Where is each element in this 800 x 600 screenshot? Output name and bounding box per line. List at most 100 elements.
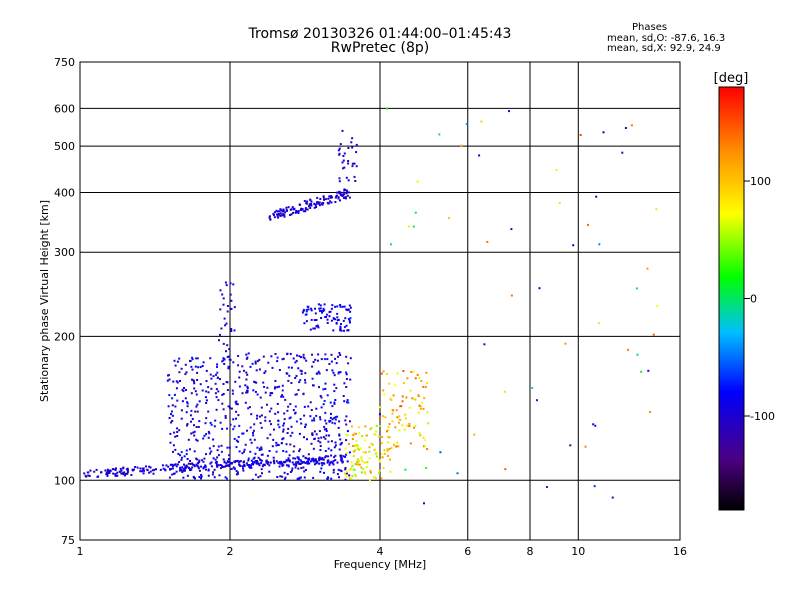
data-point [592, 423, 595, 426]
data-point [330, 319, 333, 322]
data-point [558, 202, 561, 204]
data-point [342, 167, 345, 170]
data-point [597, 322, 600, 325]
data-point [213, 476, 216, 479]
data-point [336, 415, 339, 418]
data-point [406, 424, 409, 427]
data-point [376, 455, 378, 458]
data-point [309, 198, 312, 201]
data-point [375, 424, 378, 427]
data-point [385, 373, 388, 376]
data-point [294, 377, 297, 379]
data-point [346, 194, 349, 197]
data-point [134, 466, 137, 468]
data-point [254, 460, 257, 463]
data-point [190, 392, 193, 395]
data-point [319, 307, 322, 310]
data-point [96, 475, 99, 478]
data-point [328, 419, 331, 422]
data-point [215, 462, 218, 465]
data-point [400, 405, 403, 408]
data-point [300, 467, 303, 470]
data-point [348, 468, 351, 471]
data-point [225, 284, 228, 287]
data-point [184, 397, 187, 400]
data-point [409, 389, 412, 392]
y-tick-label: 200 [54, 330, 75, 343]
data-point [235, 410, 238, 413]
data-point [115, 467, 117, 470]
data-point [384, 416, 387, 419]
data-point [258, 464, 261, 467]
data-point [308, 462, 311, 465]
data-point [306, 305, 309, 308]
data-point [178, 461, 181, 463]
data-point [116, 474, 119, 477]
data-point [250, 464, 252, 467]
data-point [205, 402, 208, 404]
data-point [333, 446, 336, 449]
data-point [245, 462, 248, 465]
data-point [382, 389, 385, 392]
data-point [262, 381, 265, 384]
data-point [332, 460, 335, 463]
data-point [269, 433, 272, 436]
data-point [309, 204, 311, 207]
data-point [364, 439, 367, 442]
data-point [167, 374, 169, 377]
data-point [281, 358, 284, 361]
data-point [173, 431, 176, 434]
data-point [297, 460, 300, 463]
data-point [358, 426, 361, 429]
data-point [261, 472, 263, 475]
data-point [227, 458, 230, 460]
data-point [226, 344, 229, 347]
data-point [316, 324, 319, 327]
data-point [260, 426, 263, 429]
data-point [314, 204, 317, 206]
data-point [268, 216, 271, 219]
data-point [344, 468, 347, 471]
data-point [268, 410, 271, 413]
data-point [195, 463, 198, 466]
data-point [202, 460, 205, 463]
data-point [232, 418, 235, 421]
data-point [222, 458, 225, 461]
data-point [387, 435, 390, 438]
data-point [314, 458, 317, 461]
data-point [298, 477, 301, 480]
data-point [316, 461, 319, 464]
data-point [295, 461, 297, 464]
data-point [325, 434, 328, 437]
data-point [348, 477, 351, 480]
data-point [210, 387, 213, 390]
data-point [243, 450, 245, 453]
data-point [304, 313, 307, 316]
data-point [391, 412, 394, 415]
data-point [280, 442, 283, 445]
data-point [200, 465, 203, 468]
data-point [185, 389, 187, 391]
data-point [305, 457, 308, 460]
data-point [339, 199, 341, 202]
data-point [334, 201, 337, 203]
data-point [334, 459, 337, 462]
data-point [203, 457, 206, 460]
data-point [342, 196, 345, 199]
data-point [422, 436, 425, 439]
data-point [486, 240, 489, 243]
data-point [389, 470, 392, 473]
data-point [246, 391, 249, 394]
data-point [321, 457, 324, 460]
data-point [283, 418, 286, 421]
data-point [273, 216, 276, 219]
data-point [142, 472, 145, 475]
data-point [381, 456, 384, 459]
data-point [313, 438, 316, 440]
data-point [209, 373, 212, 376]
data-point [335, 322, 338, 325]
data-point [302, 356, 305, 359]
data-point [173, 472, 175, 475]
data-point [229, 462, 232, 464]
data-point [268, 420, 271, 423]
